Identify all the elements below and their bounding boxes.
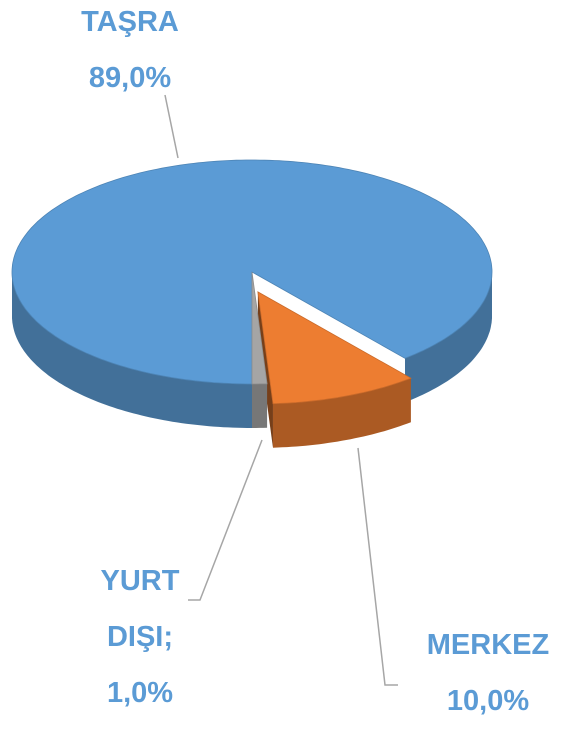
category-label: TAŞRA [81,6,179,38]
label-tasra: TAŞRA 89,0% [60,0,200,106]
value-label: 1,0% [106,677,174,709]
leader-line [164,94,179,159]
slice-side [12,272,252,428]
value-label: 10,0% [446,685,530,717]
value-label: 89,0% [88,62,172,94]
slice-side [252,383,268,428]
leader-line [357,447,398,686]
slice-side [273,378,411,448]
label-merkez: MERKEZ 10,0% [408,617,567,729]
slices [11,159,493,448]
slice-side [405,272,492,403]
leader-line [188,439,263,601]
category-label: YURT DIŞI; [100,565,180,653]
label-yurt-disi: YURT DIŞI; 1,0% [85,553,195,721]
slice [257,291,412,405]
slice [251,271,268,385]
category-label: MERKEZ [426,629,550,661]
